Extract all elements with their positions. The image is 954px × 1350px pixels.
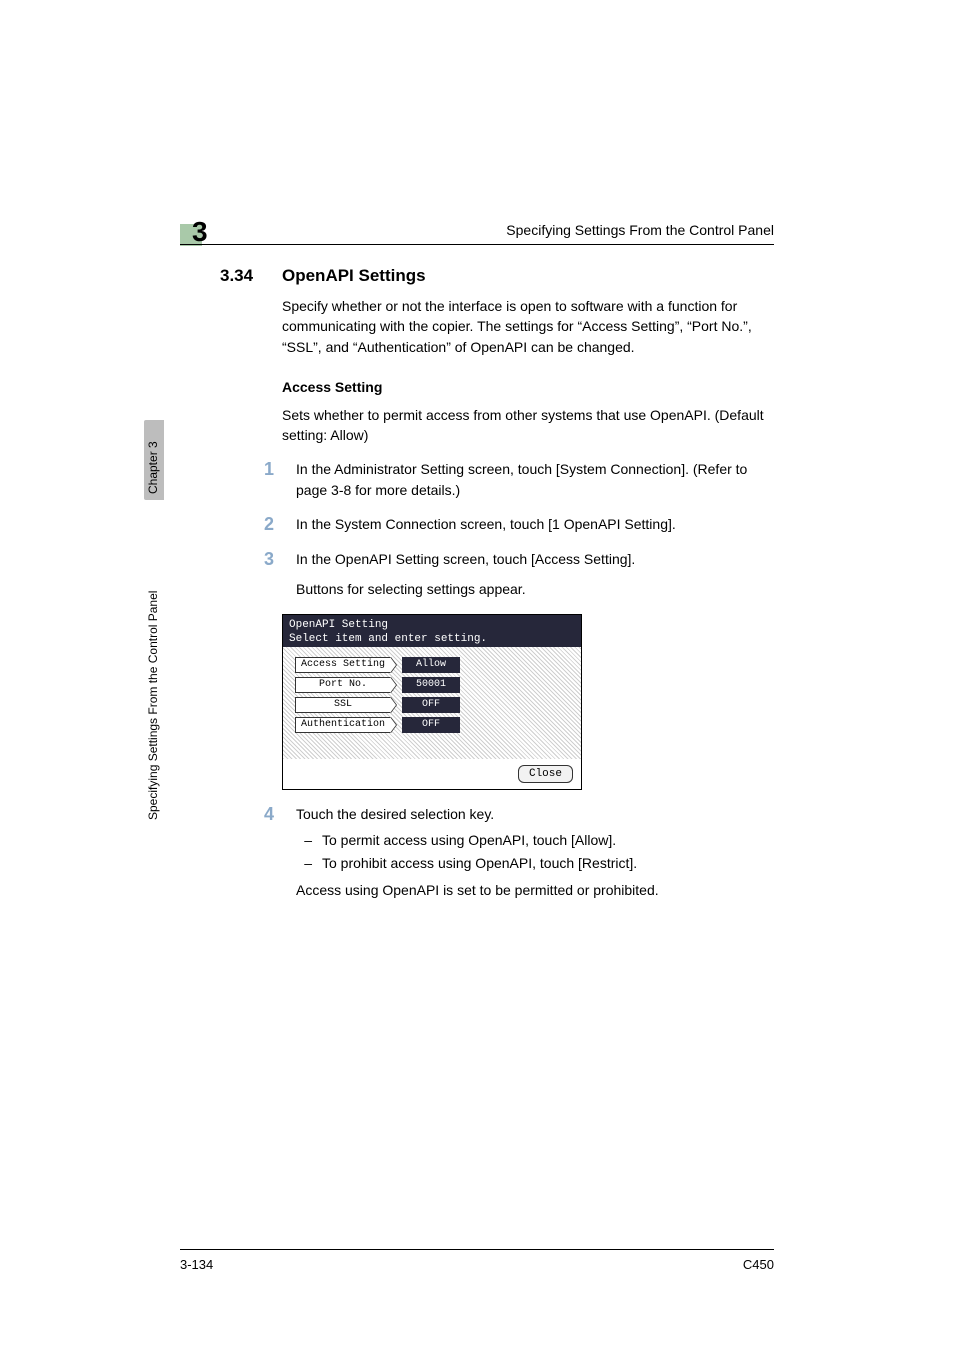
panel-label[interactable]: Authentication xyxy=(295,717,391,733)
subheading: Access Setting xyxy=(282,379,774,395)
panel-body: Access Setting Allow Port No. 50001 SSL … xyxy=(283,647,581,759)
step-number: 2 xyxy=(254,514,274,535)
step-number: 4 xyxy=(254,804,274,900)
step-number: 1 xyxy=(254,459,274,500)
side-chapter-label: Chapter 3 xyxy=(146,441,160,494)
panel-header: OpenAPI Setting Select item and enter se… xyxy=(283,615,581,647)
chevron-right-icon xyxy=(390,717,396,733)
panel-title: OpenAPI Setting xyxy=(289,619,575,631)
step-text-main: In the OpenAPI Setting screen, touch [Ac… xyxy=(296,551,635,567)
side-section-label: Specifying Settings From the Control Pan… xyxy=(146,591,160,820)
panel-label[interactable]: SSL xyxy=(295,697,391,713)
dash-item: – To permit access using OpenAPI, touch … xyxy=(296,830,774,850)
panel-row-port-no: Port No. 50001 xyxy=(295,677,460,693)
panel-row-authentication: Authentication OFF xyxy=(295,717,460,733)
dash-marker: – xyxy=(296,830,312,850)
step-3: 3 In the OpenAPI Setting screen, touch [… xyxy=(254,549,774,600)
subheading-description: Sets whether to permit access from other… xyxy=(282,405,774,446)
section-heading: 3.34 OpenAPI Settings xyxy=(220,266,774,286)
footer-page-number: 3-134 xyxy=(180,1257,213,1272)
section-number: 3.34 xyxy=(220,266,264,286)
steps-list-continued: 4 Touch the desired selection key. – To … xyxy=(254,804,774,900)
dash-text: To permit access using OpenAPI, touch [A… xyxy=(322,830,616,850)
openapi-panel: OpenAPI Setting Select item and enter se… xyxy=(282,614,582,790)
chapter-badge: 3 xyxy=(180,216,208,246)
close-button[interactable]: Close xyxy=(518,765,573,783)
panel-value: Allow xyxy=(402,657,460,673)
panel-label[interactable]: Access Setting xyxy=(295,657,391,673)
panel-value: OFF xyxy=(402,717,460,733)
panel-footer: Close xyxy=(283,759,581,789)
dash-list: – To permit access using OpenAPI, touch … xyxy=(296,830,774,874)
footer-rule xyxy=(180,1249,774,1250)
step-text: Touch the desired selection key. – To pe… xyxy=(296,804,774,900)
step-number: 3 xyxy=(254,549,274,600)
header-rule xyxy=(180,244,774,245)
chevron-right-icon xyxy=(390,697,396,713)
section-intro: Specify whether or not the interface is … xyxy=(282,296,774,357)
step-text: In the OpenAPI Setting screen, touch [Ac… xyxy=(296,549,774,600)
dash-marker: – xyxy=(296,853,312,873)
steps-list: 1 In the Administrator Setting screen, t… xyxy=(254,459,774,599)
step-text: In the Administrator Setting screen, tou… xyxy=(296,459,774,500)
running-header: Specifying Settings From the Control Pan… xyxy=(506,222,774,238)
panel-value: OFF xyxy=(402,697,460,713)
panel-row-ssl: SSL OFF xyxy=(295,697,460,713)
step-text: In the System Connection screen, touch [… xyxy=(296,514,774,535)
panel-label[interactable]: Port No. xyxy=(295,677,391,693)
step-subtext: Buttons for selecting settings appear. xyxy=(296,579,774,599)
footer-model: C450 xyxy=(743,1257,774,1272)
panel-value: 50001 xyxy=(402,677,460,693)
panel-row-access-setting: Access Setting Allow xyxy=(295,657,460,673)
chevron-right-icon xyxy=(390,677,396,693)
step-aftertext: Access using OpenAPI is set to be permit… xyxy=(296,880,774,900)
section-title: OpenAPI Settings xyxy=(282,266,426,286)
panel-subtitle: Select item and enter setting. xyxy=(289,633,575,645)
dash-text: To prohibit access using OpenAPI, touch … xyxy=(322,853,637,873)
step-4: 4 Touch the desired selection key. – To … xyxy=(254,804,774,900)
step-2: 2 In the System Connection screen, touch… xyxy=(254,514,774,535)
step-1: 1 In the Administrator Setting screen, t… xyxy=(254,459,774,500)
chevron-right-icon xyxy=(390,657,396,673)
dash-item: – To prohibit access using OpenAPI, touc… xyxy=(296,853,774,873)
step-text-main: Touch the desired selection key. xyxy=(296,806,494,822)
